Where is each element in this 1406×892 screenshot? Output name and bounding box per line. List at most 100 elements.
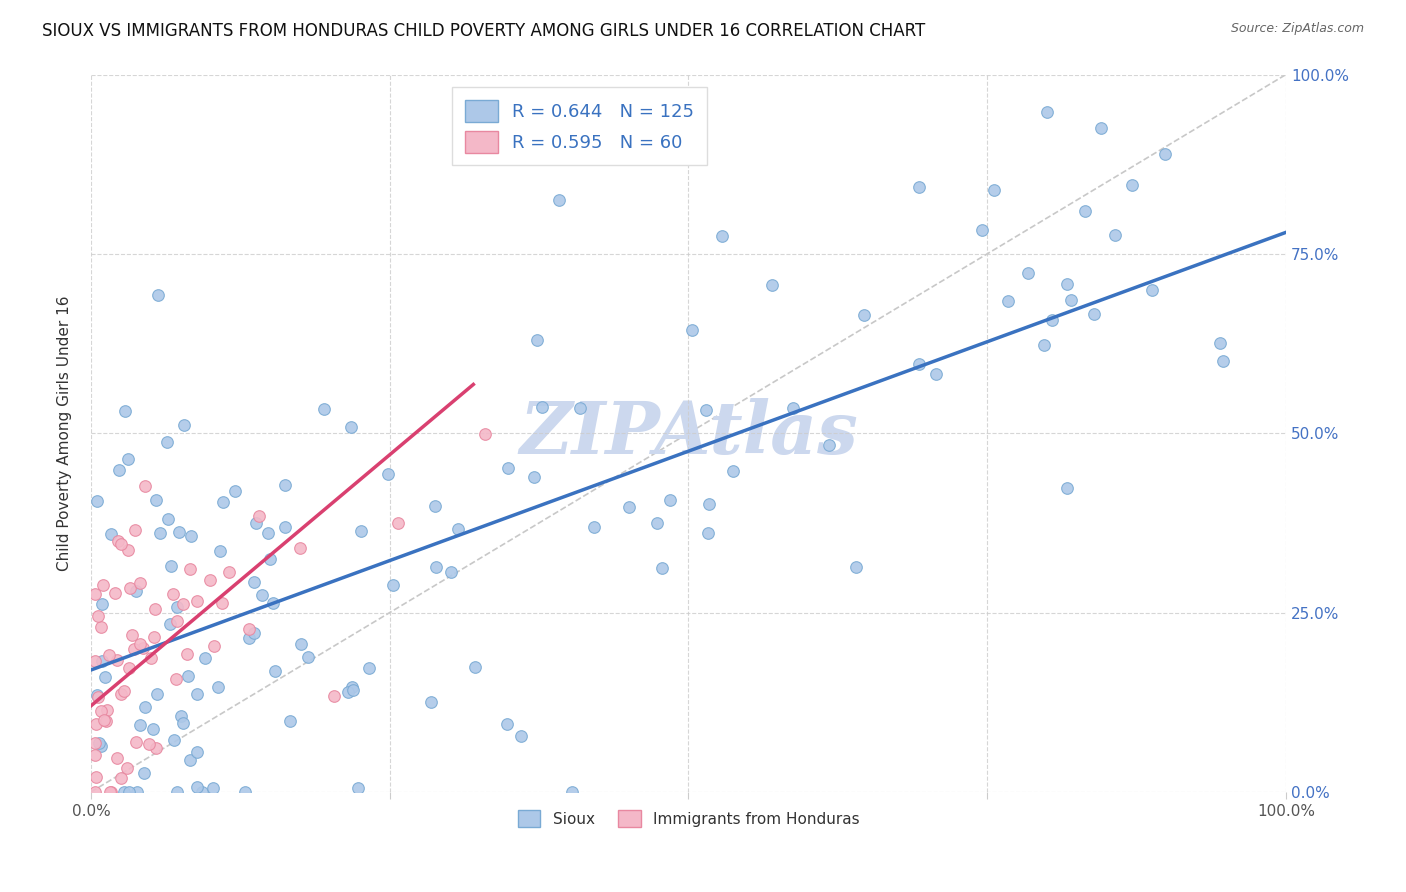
- Point: [238, 631, 260, 645]
- Point: [568, 401, 591, 416]
- Point: [134, 478, 156, 492]
- Point: [711, 229, 734, 244]
- Point: [211, 596, 233, 610]
- Point: [166, 600, 188, 615]
- Point: [464, 659, 486, 673]
- Point: [84, 717, 107, 731]
- Point: [167, 524, 190, 539]
- Point: [90, 619, 112, 633]
- Point: [122, 642, 145, 657]
- Point: [179, 753, 201, 767]
- Point: [531, 400, 554, 414]
- Text: Source: ZipAtlas.com: Source: ZipAtlas.com: [1230, 22, 1364, 36]
- Point: [93, 714, 115, 728]
- Point: [908, 357, 931, 371]
- Point: [86, 688, 108, 702]
- Point: [110, 537, 132, 551]
- Point: [278, 714, 301, 728]
- Y-axis label: Child Poverty Among Girls Under 16: Child Poverty Among Girls Under 16: [58, 295, 72, 571]
- Point: [121, 628, 143, 642]
- Point: [290, 637, 312, 651]
- Point: [125, 583, 148, 598]
- Point: [132, 766, 155, 780]
- Point: [191, 785, 214, 799]
- Point: [201, 781, 224, 796]
- Text: ZIPAtlas: ZIPAtlas: [519, 398, 858, 468]
- Point: [180, 529, 202, 543]
- Point: [548, 193, 571, 207]
- Point: [202, 640, 225, 654]
- Point: [118, 581, 141, 595]
- Point: [145, 740, 167, 755]
- Point: [1040, 312, 1063, 326]
- Point: [243, 626, 266, 640]
- Point: [340, 420, 363, 434]
- Point: [86, 494, 108, 508]
- Point: [104, 586, 127, 600]
- Point: [166, 785, 188, 799]
- Point: [138, 737, 160, 751]
- Point: [146, 688, 169, 702]
- Point: [651, 561, 673, 575]
- Point: [87, 609, 110, 624]
- Point: [207, 681, 229, 695]
- Point: [617, 500, 640, 515]
- Point: [425, 560, 447, 574]
- Point: [522, 470, 544, 484]
- Point: [342, 682, 364, 697]
- Point: [583, 520, 606, 534]
- Point: [156, 435, 179, 450]
- Point: [695, 403, 717, 417]
- Point: [697, 525, 720, 540]
- Point: [509, 729, 531, 743]
- Point: [1121, 178, 1143, 192]
- Point: [983, 183, 1005, 197]
- Legend: Sioux, Immigrants from Honduras: Sioux, Immigrants from Honduras: [510, 803, 868, 835]
- Point: [357, 661, 380, 675]
- Point: [243, 574, 266, 589]
- Point: [817, 438, 839, 452]
- Point: [474, 426, 496, 441]
- Point: [1032, 338, 1054, 352]
- Point: [83, 587, 105, 601]
- Point: [177, 669, 200, 683]
- Point: [200, 573, 222, 587]
- Point: [118, 785, 141, 799]
- Point: [139, 651, 162, 665]
- Point: [145, 602, 167, 616]
- Point: [1209, 335, 1232, 350]
- Point: [238, 622, 260, 636]
- Point: [96, 703, 118, 717]
- Point: [132, 641, 155, 656]
- Point: [721, 464, 744, 478]
- Point: [1073, 204, 1095, 219]
- Point: [257, 526, 280, 541]
- Point: [114, 404, 136, 418]
- Point: [162, 587, 184, 601]
- Point: [105, 653, 128, 667]
- Point: [90, 739, 112, 753]
- Point: [853, 308, 876, 322]
- Point: [129, 637, 152, 651]
- Point: [194, 651, 217, 665]
- Point: [176, 647, 198, 661]
- Point: [170, 709, 193, 723]
- Point: [1153, 146, 1175, 161]
- Point: [288, 541, 311, 555]
- Point: [233, 785, 256, 799]
- Point: [146, 288, 169, 302]
- Point: [90, 597, 112, 611]
- Point: [94, 670, 117, 684]
- Point: [250, 588, 273, 602]
- Point: [274, 520, 297, 534]
- Point: [159, 559, 181, 574]
- Point: [561, 785, 583, 799]
- Point: [340, 681, 363, 695]
- Point: [274, 478, 297, 492]
- Point: [173, 418, 195, 433]
- Point: [98, 785, 121, 799]
- Point: [908, 180, 931, 194]
- Point: [125, 735, 148, 749]
- Point: [208, 544, 231, 558]
- Point: [782, 401, 804, 416]
